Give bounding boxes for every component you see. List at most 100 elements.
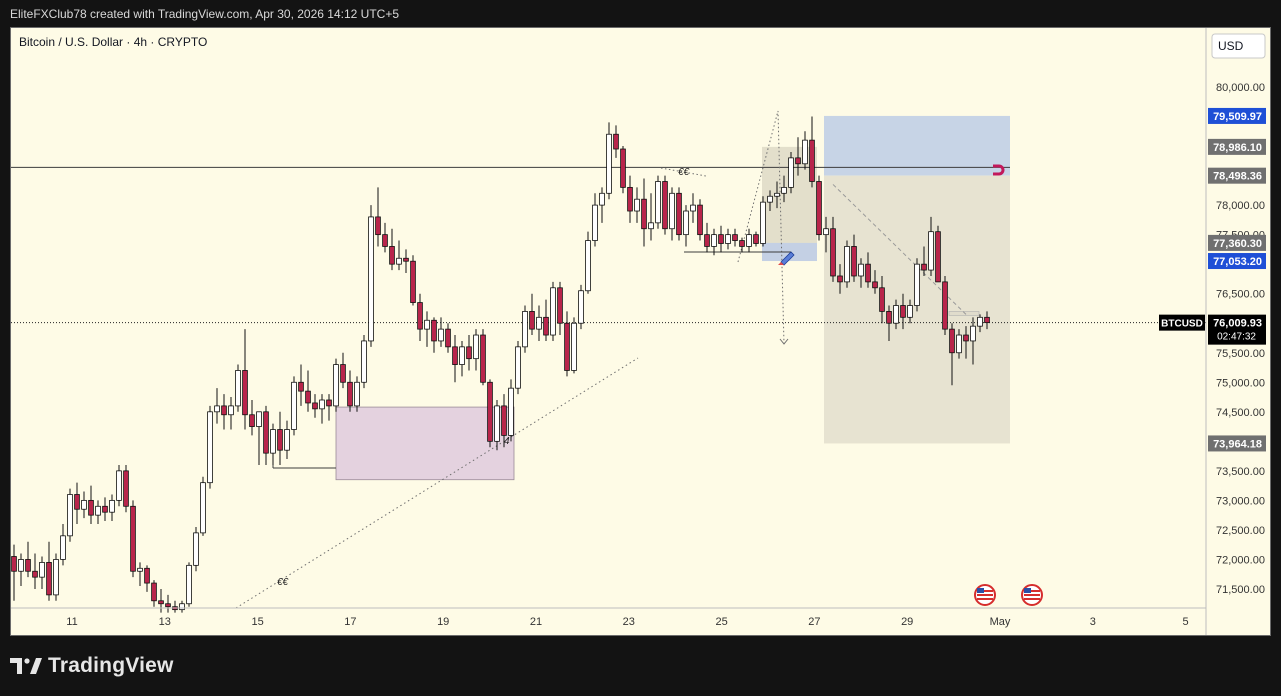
candle	[480, 329, 486, 386]
us-flag-icon[interactable]	[1021, 584, 1043, 606]
time-axis[interactable]: 11 13 15 17 19 21 23 25 27 29 May 3 5	[66, 616, 1188, 628]
candle-body	[214, 405, 220, 413]
price-label-bg	[1208, 435, 1266, 452]
candle	[347, 370, 353, 412]
candlestick-chart[interactable]: €€€€4 80,000.0078,000.0077,500.0076,500.…	[11, 28, 1270, 635]
candle	[67, 488, 73, 542]
candle	[900, 293, 906, 330]
magnet-arc	[993, 164, 1005, 176]
candle	[375, 187, 381, 247]
candle	[921, 246, 927, 276]
candle	[25, 541, 31, 578]
candle	[746, 228, 752, 253]
price-tick-label: 80,000.00	[1216, 82, 1265, 94]
candle-body	[928, 231, 934, 271]
candle-body	[354, 381, 360, 407]
candle-body	[893, 305, 899, 324]
candle-body	[151, 582, 157, 602]
candles	[11, 116, 990, 613]
candle	[445, 323, 451, 353]
candle	[207, 405, 213, 489]
candle	[270, 423, 276, 465]
candle	[361, 335, 367, 389]
path-projection	[737, 110, 785, 345]
candle-body	[592, 204, 598, 241]
time-tick-label: 23	[623, 616, 635, 628]
candle-body	[641, 198, 647, 230]
last-price-label-bg	[1208, 314, 1266, 345]
candle-body	[543, 316, 549, 336]
price-label-bg	[1208, 234, 1266, 251]
candle-body	[774, 192, 780, 197]
candle	[543, 299, 549, 341]
candle-body	[634, 198, 640, 212]
candle	[116, 464, 122, 507]
candle	[704, 222, 710, 253]
candle-body	[249, 414, 255, 427]
candle-body	[949, 328, 955, 354]
candle	[158, 588, 164, 613]
price-axis[interactable]: 80,000.0078,000.0077,500.0076,500.0075,5…	[1216, 82, 1265, 596]
chart-frame[interactable]: €€€€4 80,000.0078,000.0077,500.0076,500.…	[10, 27, 1271, 636]
candle-body	[788, 157, 794, 188]
price-tick-label: 73,000.00	[1216, 495, 1265, 507]
candle	[459, 340, 465, 377]
candle-body	[67, 494, 73, 537]
candle-body	[557, 287, 563, 324]
stop-zone	[824, 115, 1010, 176]
symbol-title: Bitcoin / U.S. Dollar · 4h · CRYPTO	[19, 35, 207, 49]
drawings-front: €€ €€ 4	[277, 164, 1005, 588]
candle-body	[438, 328, 444, 342]
candle-body	[648, 222, 654, 230]
candle	[837, 264, 843, 294]
candle-body	[942, 281, 948, 330]
candle	[368, 205, 374, 347]
candle-body	[886, 311, 892, 324]
eq-marker: €€	[678, 167, 690, 178]
time-tick-label: 5	[1183, 616, 1189, 628]
candle	[382, 222, 388, 253]
candle-body	[753, 234, 759, 244]
candle	[410, 255, 416, 306]
candle-body	[312, 402, 318, 410]
candle	[760, 196, 766, 247]
candle	[39, 556, 45, 589]
candle-body	[802, 139, 808, 165]
candle-body	[200, 482, 206, 534]
candle	[627, 175, 633, 223]
candle	[340, 352, 346, 389]
candle-body	[515, 346, 521, 389]
candle	[256, 411, 262, 465]
candle-body	[123, 470, 129, 507]
candle	[452, 335, 458, 383]
candle	[172, 600, 178, 613]
candle-body	[529, 311, 535, 330]
us-flag-icon[interactable]	[974, 584, 996, 606]
candle-body	[655, 181, 661, 224]
candle	[123, 464, 129, 513]
price-tick-label: 75,000.00	[1216, 377, 1265, 389]
candle-body	[746, 234, 752, 247]
candle-body	[480, 334, 486, 383]
currency-label: USD	[1218, 39, 1244, 53]
candle	[424, 311, 430, 347]
candle-body	[732, 234, 738, 241]
candle	[949, 323, 955, 386]
tradingview-logo[interactable]: TradingView	[10, 654, 174, 678]
candle-body	[39, 561, 45, 578]
candle-body	[578, 290, 584, 324]
candle	[788, 151, 794, 194]
candle	[851, 234, 857, 282]
candle	[487, 379, 493, 448]
currency-button[interactable]: USD	[1211, 33, 1266, 59]
candle	[137, 562, 143, 587]
candle-body	[725, 234, 731, 244]
candle-body	[669, 192, 675, 230]
candle-body	[781, 186, 787, 194]
candle	[557, 281, 563, 336]
candle-body	[970, 325, 976, 342]
candle-body	[11, 556, 17, 572]
candle	[676, 187, 682, 241]
candle-body	[46, 561, 52, 596]
candle-body	[837, 275, 843, 283]
